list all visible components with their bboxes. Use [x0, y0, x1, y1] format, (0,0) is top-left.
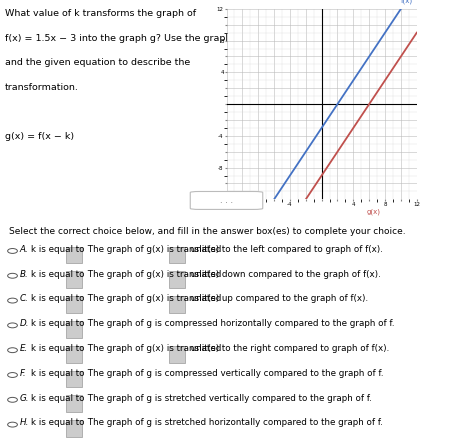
- FancyBboxPatch shape: [66, 420, 82, 437]
- FancyBboxPatch shape: [169, 271, 185, 288]
- FancyBboxPatch shape: [169, 346, 185, 362]
- Text: A.: A.: [19, 245, 29, 254]
- Text: f(x): f(x): [401, 0, 413, 4]
- Text: . . .: . . .: [220, 196, 233, 205]
- Text: The graph of g(x) is translated: The graph of g(x) is translated: [85, 344, 224, 353]
- Text: H.: H.: [19, 418, 29, 427]
- Text: unit(s) up compared to the graph of f(x).: unit(s) up compared to the graph of f(x)…: [188, 294, 368, 303]
- FancyBboxPatch shape: [66, 246, 82, 263]
- Text: g(x): g(x): [366, 208, 380, 214]
- Text: Select the correct choice below, and fill in the answer box(es) to complete your: Select the correct choice below, and fil…: [9, 227, 405, 236]
- Text: unit(s) to the right compared to graph of f(x).: unit(s) to the right compared to graph o…: [188, 344, 389, 353]
- Text: unit(s) down compared to the graph of f(x).: unit(s) down compared to the graph of f(…: [188, 269, 381, 279]
- Text: unit(s) to the left compared to graph of f(x).: unit(s) to the left compared to graph of…: [188, 245, 383, 254]
- FancyBboxPatch shape: [169, 296, 185, 313]
- Text: The graph of g(x) is translated: The graph of g(x) is translated: [85, 269, 224, 279]
- FancyBboxPatch shape: [66, 321, 82, 338]
- FancyBboxPatch shape: [169, 246, 185, 263]
- FancyBboxPatch shape: [66, 296, 82, 313]
- Text: k is equal to: k is equal to: [31, 294, 87, 303]
- Text: and the given equation to describe the: and the given equation to describe the: [5, 58, 190, 67]
- Text: F.: F.: [19, 369, 26, 378]
- Text: The graph of g(x) is translated: The graph of g(x) is translated: [85, 245, 224, 254]
- Text: k is equal to: k is equal to: [31, 369, 87, 378]
- Text: D.: D.: [19, 319, 29, 328]
- Text: The graph of g is stretched vertically compared to the graph of f.: The graph of g is stretched vertically c…: [85, 394, 372, 403]
- Text: k is equal to: k is equal to: [31, 418, 87, 427]
- Text: k is equal to: k is equal to: [31, 269, 87, 279]
- Text: B.: B.: [19, 269, 29, 279]
- Text: The graph of g is compressed horizontally compared to the graph of f.: The graph of g is compressed horizontall…: [85, 319, 395, 328]
- FancyBboxPatch shape: [66, 396, 82, 412]
- Text: The graph of g is compressed vertically compared to the graph of f.: The graph of g is compressed vertically …: [85, 369, 384, 378]
- Text: The graph of g is stretched horizontally compared to the graph of f.: The graph of g is stretched horizontally…: [85, 418, 383, 427]
- Text: G.: G.: [19, 394, 29, 403]
- FancyBboxPatch shape: [66, 271, 82, 288]
- Text: k is equal to: k is equal to: [31, 394, 87, 403]
- FancyBboxPatch shape: [190, 191, 263, 210]
- Text: f(x) = 1.5x − 3 into the graph g? Use the graph: f(x) = 1.5x − 3 into the graph g? Use th…: [5, 34, 231, 43]
- Text: k is equal to: k is equal to: [31, 319, 87, 328]
- Text: transformation.: transformation.: [5, 83, 78, 92]
- Text: k is equal to: k is equal to: [31, 344, 87, 353]
- Text: The graph of g(x) is translated: The graph of g(x) is translated: [85, 294, 224, 303]
- Text: C.: C.: [19, 294, 29, 303]
- Text: What value of k transforms the graph of: What value of k transforms the graph of: [5, 9, 196, 18]
- Text: E.: E.: [19, 344, 28, 353]
- Text: g(x) = f(x − k): g(x) = f(x − k): [5, 132, 74, 141]
- FancyBboxPatch shape: [66, 346, 82, 362]
- Text: k is equal to: k is equal to: [31, 245, 87, 254]
- FancyBboxPatch shape: [66, 370, 82, 387]
